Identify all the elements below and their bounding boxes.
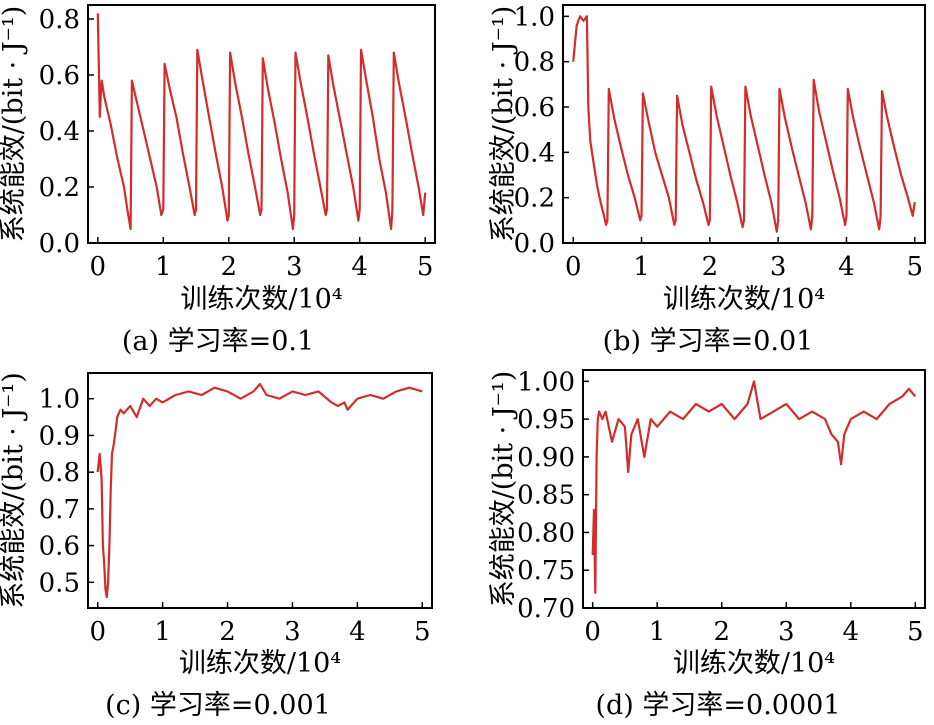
y-tick-label: 0.9 [39,421,80,451]
x-tick-label: 2 [219,617,236,647]
y-tick-label: 0.0 [39,229,80,259]
x-tick-label: 0 [89,617,106,647]
y-tick-label: 1.0 [39,385,80,415]
x-tick-label: 5 [414,617,431,647]
y-tick-label: 0.80 [517,518,575,548]
x-tick-label: 5 [417,252,434,282]
y-axis-label: 系统能效/(bit · J⁻¹) [488,371,519,608]
x-tick-label: 1 [633,252,650,282]
x-tick-label: 2 [713,617,730,647]
plot-frame [87,4,436,244]
chart-panel-1: 0 1 2 3 4 5 0.0 0.2 0.4 0.6 0.8 1.0 训练次数/10⁴ 系统能效/(bi… [488,2,926,357]
x-tick-label: 0 [584,617,601,647]
y-tick-label: 0.2 [39,173,80,203]
x-tick-label: 0 [90,252,107,282]
x-tick-label: 3 [284,617,301,647]
y-tick-label: 0.70 [517,594,575,624]
plot-frame [562,4,926,244]
y-tick-label: 0.2 [514,184,555,214]
y-axis-label: 系统能效/(bit · J⁻¹) [488,6,519,243]
y-tick-label: 0.4 [39,117,80,147]
x-tick-label: 1 [649,617,666,647]
y-axis-label: 系统能效/(bit · J⁻¹) [0,6,29,243]
y-tick-label: 1.0 [514,2,555,32]
x-axis-label: 训练次数/10⁴ [180,284,342,315]
y-tick-label: 0.8 [39,458,80,488]
y-tick-label: 0.8 [39,5,80,35]
panel-caption: (c) 学习率=0.001 [105,690,331,721]
x-tick-label: 4 [351,252,368,282]
y-tick-label: 0.4 [514,138,555,168]
x-axis-label: 训练次数/10⁴ [179,648,341,679]
panel-caption: (b) 学习率=0.01 [603,326,814,357]
chart-panel-3: 0 1 2 3 4 5 0.70 0.75 0.80 0.85 0.90 0.95 1.00 训练次数/1… [488,367,926,721]
y-tick-label: 0.6 [39,532,80,562]
series-line-0 [96,382,423,599]
plot-frame [87,372,433,609]
series-line-0 [591,380,917,595]
y-tick-label: 0.85 [517,481,575,511]
y-axis-label: 系统能效/(bit · J⁻¹) [0,372,29,609]
chart-panel-2: 0 1 2 3 4 5 0.5 0.6 0.7 0.8 0.9 1.0 训练次数/10⁴ 系统能效/(bi… [0,372,433,721]
x-tick-label: 1 [154,617,171,647]
x-tick-label: 4 [349,617,366,647]
x-tick-label: 2 [220,252,237,282]
x-tick-label: 4 [838,252,855,282]
y-tick-label: 1.00 [517,367,575,397]
series-line-0 [572,15,916,233]
y-tick-label: 0.0 [514,229,555,259]
panel-caption: (a) 学习率=0.1 [122,326,314,357]
x-tick-label: 3 [770,252,787,282]
x-tick-label: 2 [702,252,719,282]
x-tick-label: 4 [843,617,860,647]
y-tick-label: 0.6 [39,61,80,91]
x-tick-label: 1 [155,252,172,282]
y-tick-label: 0.6 [514,93,555,123]
y-tick-label: 0.8 [514,48,555,78]
x-axis-label: 训练次数/10⁴ [663,284,825,315]
x-tick-label: 3 [286,252,303,282]
y-tick-label: 0.7 [39,495,80,525]
y-tick-label: 0.5 [39,568,80,598]
y-tick-label: 0.90 [517,443,575,473]
panel-caption: (d) 学习率=0.0001 [595,690,840,721]
series-line-0 [96,13,427,231]
x-tick-label: 5 [906,252,923,282]
x-axis-label: 训练次数/10⁴ [673,648,835,679]
chart-panel-0: 0 1 2 3 4 5 0.0 0.2 0.4 0.6 0.8 训练次数/10⁴ 系统能效/(bit ·… [0,4,436,357]
x-tick-label: 0 [565,252,582,282]
x-tick-label: 3 [778,617,795,647]
y-tick-label: 0.95 [517,405,575,435]
plot-frame [582,369,926,609]
x-tick-label: 5 [907,617,924,647]
y-tick-label: 0.75 [517,556,575,586]
